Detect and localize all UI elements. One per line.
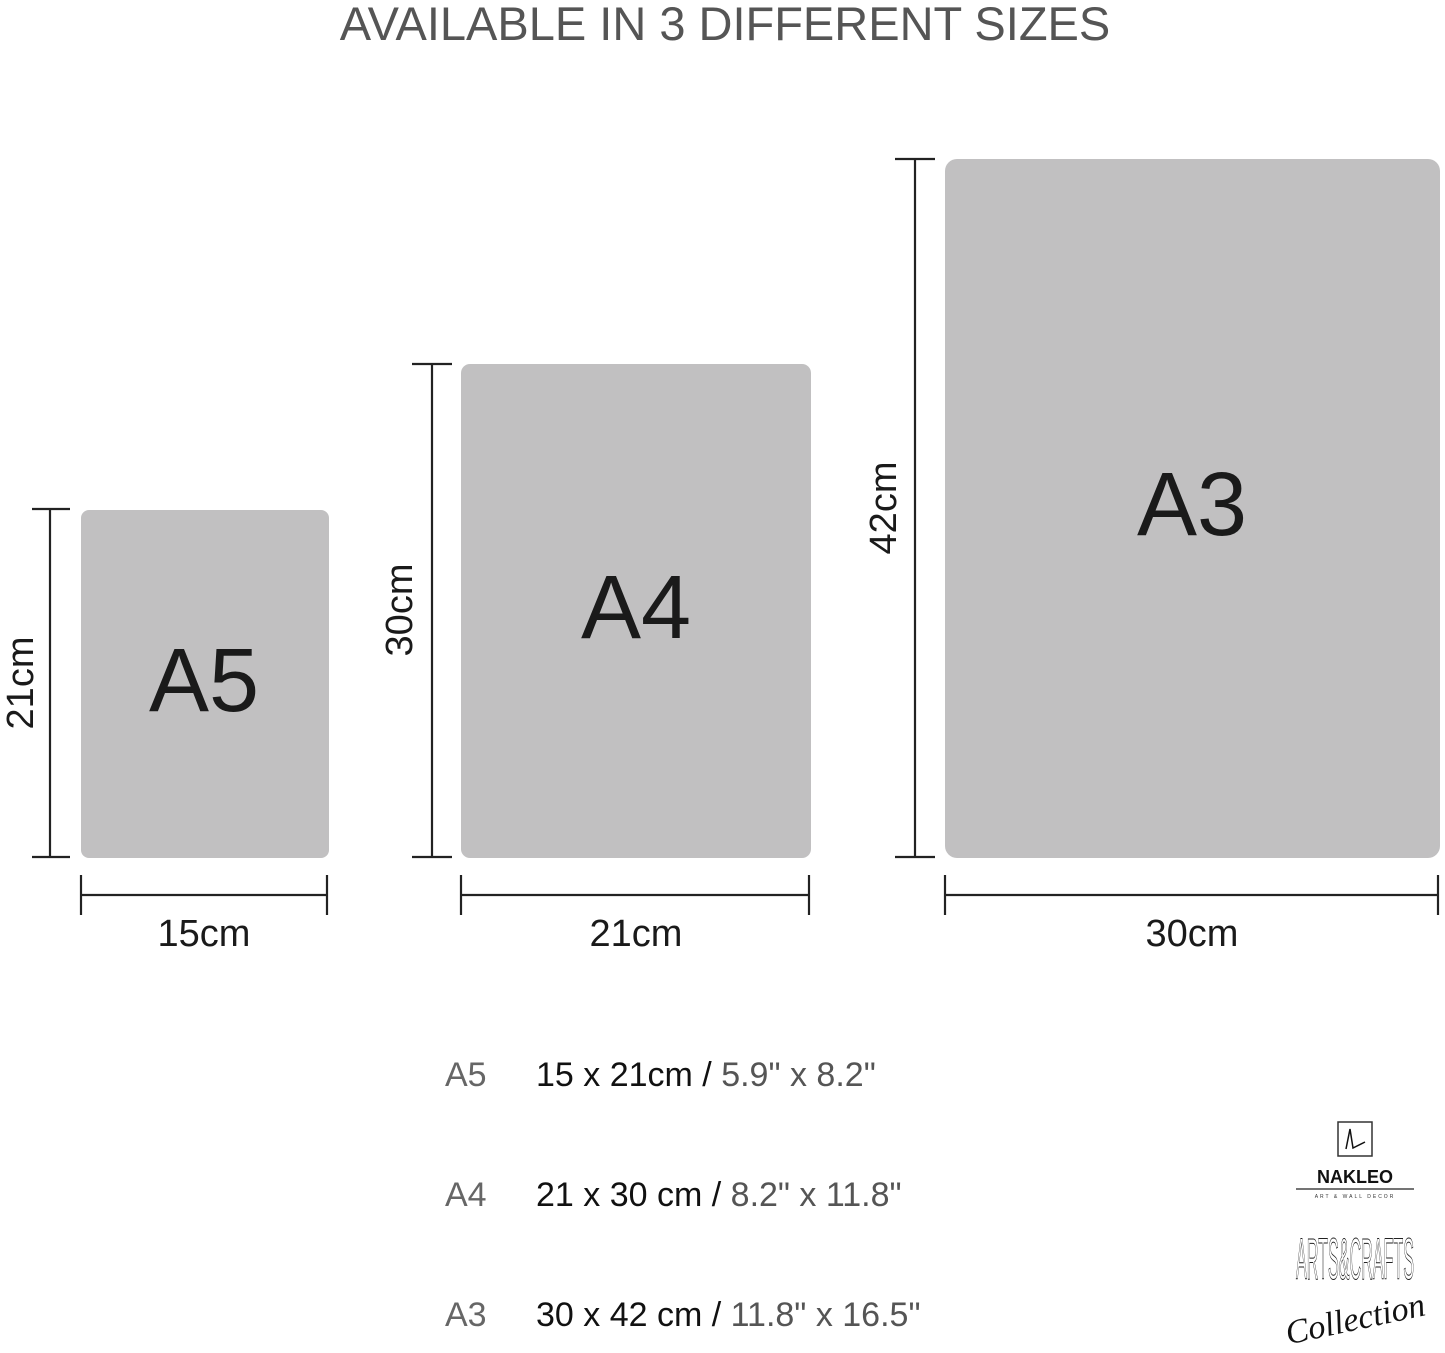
a5-width-dimension	[79, 875, 329, 915]
a3-group: A3 42cm 30cm	[863, 157, 1440, 955]
table-row-a4: A4 21 x 30 cm / 8.2" x 11.8"	[445, 1176, 902, 1214]
a5-width-label: 15cm	[158, 913, 251, 955]
table-dims: 21 x 30 cm / 8.2" x 11.8"	[536, 1176, 902, 1214]
a5-sheet	[81, 510, 329, 858]
table-imperial: 11.8" x 16.5"	[731, 1296, 921, 1334]
table-size: A3	[445, 1296, 487, 1334]
logo-collection-title: ARTS&CRAFTS	[1296, 1227, 1414, 1292]
title: AVAILABLE IN 3 DIFFERENT SIZES	[340, 0, 1111, 50]
a4-label: A4	[581, 558, 691, 658]
table-size: A4	[445, 1176, 487, 1214]
table-metric: 30 x 42 cm /	[536, 1296, 722, 1334]
table-dims: 30 x 42 cm / 11.8" x 16.5"	[536, 1296, 921, 1334]
a5-label: A5	[149, 631, 259, 731]
table-row-a3: A3 30 x 42 cm / 11.8" x 16.5"	[445, 1296, 921, 1334]
table-imperial: 5.9" x 8.2"	[721, 1056, 876, 1094]
logo-collection-script: Collection	[1282, 1287, 1428, 1353]
a3-height-dimension	[895, 157, 935, 859]
nakleo-logo: NAKLEO ART & WALL DECOR ARTS&CRAFTS Coll…	[1282, 1121, 1428, 1353]
a5-height-dimension	[32, 507, 70, 859]
a3-height-label: 42cm	[863, 462, 905, 555]
a4-width-dimension	[459, 875, 811, 915]
a4-sheet	[461, 364, 811, 858]
table-size: A5	[445, 1056, 487, 1094]
table-metric: 21 x 30 cm /	[536, 1176, 722, 1214]
a4-height-label: 30cm	[379, 564, 421, 657]
a3-width-label: 30cm	[1146, 913, 1239, 955]
size-table: A5 15 x 21cm / 5.9" x 8.2" A4 21 x 30 cm…	[445, 1056, 921, 1334]
table-metric: 15 x 21cm /	[536, 1056, 712, 1094]
logo-tagline: ART & WALL DECOR	[1315, 1194, 1396, 1200]
a4-height-dimension	[412, 362, 452, 859]
logo-monogram-icon	[1337, 1121, 1373, 1157]
a5-group: A5 21cm 15cm	[0, 507, 329, 955]
table-imperial: 8.2" x 11.8"	[731, 1176, 902, 1214]
a4-width-label: 21cm	[590, 913, 683, 955]
a5-height-label: 21cm	[0, 637, 42, 730]
a4-group: A4 30cm 21cm	[379, 362, 811, 955]
a3-label: A3	[1137, 455, 1247, 555]
logo-brand: NAKLEO	[1317, 1167, 1393, 1187]
table-dims: 15 x 21cm / 5.9" x 8.2"	[536, 1056, 876, 1094]
a3-sheet	[945, 159, 1440, 858]
a3-width-dimension	[943, 875, 1440, 915]
table-row-a5: A5 15 x 21cm / 5.9" x 8.2"	[445, 1056, 876, 1094]
